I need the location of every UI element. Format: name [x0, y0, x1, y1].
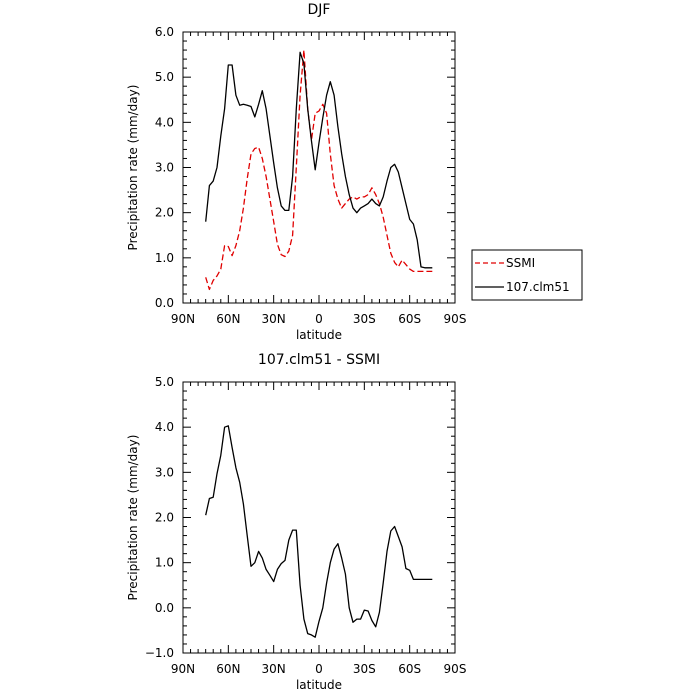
legend: SSMI 107.clm51: [471, 249, 583, 301]
legend-label: 107.clm51: [506, 280, 570, 294]
y-axis-title: Precipitation rate (mm/day): [126, 435, 140, 601]
y-tick-label: 5.0: [155, 70, 174, 84]
chart-title: DJF: [308, 2, 331, 18]
y-tick-label: 2.0: [155, 511, 174, 525]
y-tick-label: 4.0: [155, 115, 174, 129]
series-line-ssmi: [205, 49, 433, 291]
x-tick-label: 90N: [171, 662, 195, 676]
plot-frame: [182, 31, 456, 304]
series-line-107-clm51: [205, 51, 433, 269]
x-tick-label: 60S: [398, 662, 421, 676]
bottom-chart-panel: 90N 60N 30N 0 30S 60S 90S −1.0 0.0 1.0 2.0 3.0 4.0 5.…: [126, 352, 466, 692]
x-tick-label: 60N: [216, 662, 240, 676]
x-axis-title: latitude: [296, 328, 342, 342]
y-tick-label: 3.0: [155, 161, 174, 175]
legend-box: [471, 249, 583, 301]
y-tick-label: 2.0: [155, 206, 174, 220]
x-tick-label: 30S: [353, 312, 376, 326]
legend-label: SSMI: [506, 256, 535, 270]
x-tick-label: 90S: [444, 312, 467, 326]
x-tick-label: 0: [315, 312, 323, 326]
x-tick-label: 90S: [444, 662, 467, 676]
y-tick-label: 0.0: [155, 296, 174, 310]
x-tick-label: 30N: [262, 312, 286, 326]
plot-frame: [182, 381, 456, 654]
x-axis-title: latitude: [296, 678, 342, 692]
y-tick-label: 3.0: [155, 465, 174, 479]
x-tick-label: 90N: [171, 312, 195, 326]
y-tick-label: 6.0: [155, 25, 174, 39]
y-tick-label: 0.0: [155, 601, 174, 615]
y-tick-label: 5.0: [155, 375, 174, 389]
x-tick-label: 60S: [398, 312, 421, 326]
y-axis-title: Precipitation rate (mm/day): [126, 85, 140, 251]
y-tick-label: 4.0: [155, 420, 174, 434]
x-tick-label: 60N: [216, 312, 240, 326]
x-tick-label: 0: [315, 662, 323, 676]
x-tick-label: 30S: [353, 662, 376, 676]
y-tick-label: 1.0: [155, 556, 174, 570]
difference-series-line: [205, 425, 433, 638]
y-tick-label: −1.0: [145, 646, 174, 660]
y-tick-label: 1.0: [155, 251, 174, 265]
top-chart-panel: 90N 60N 30N 0 30S 60S 90S 0.0 1.0 2.0 3.0 4.0 5.0 6.0…: [126, 2, 583, 342]
x-tick-label: 30N: [262, 662, 286, 676]
chart-title: 107.clm51 - SSMI: [258, 352, 380, 368]
